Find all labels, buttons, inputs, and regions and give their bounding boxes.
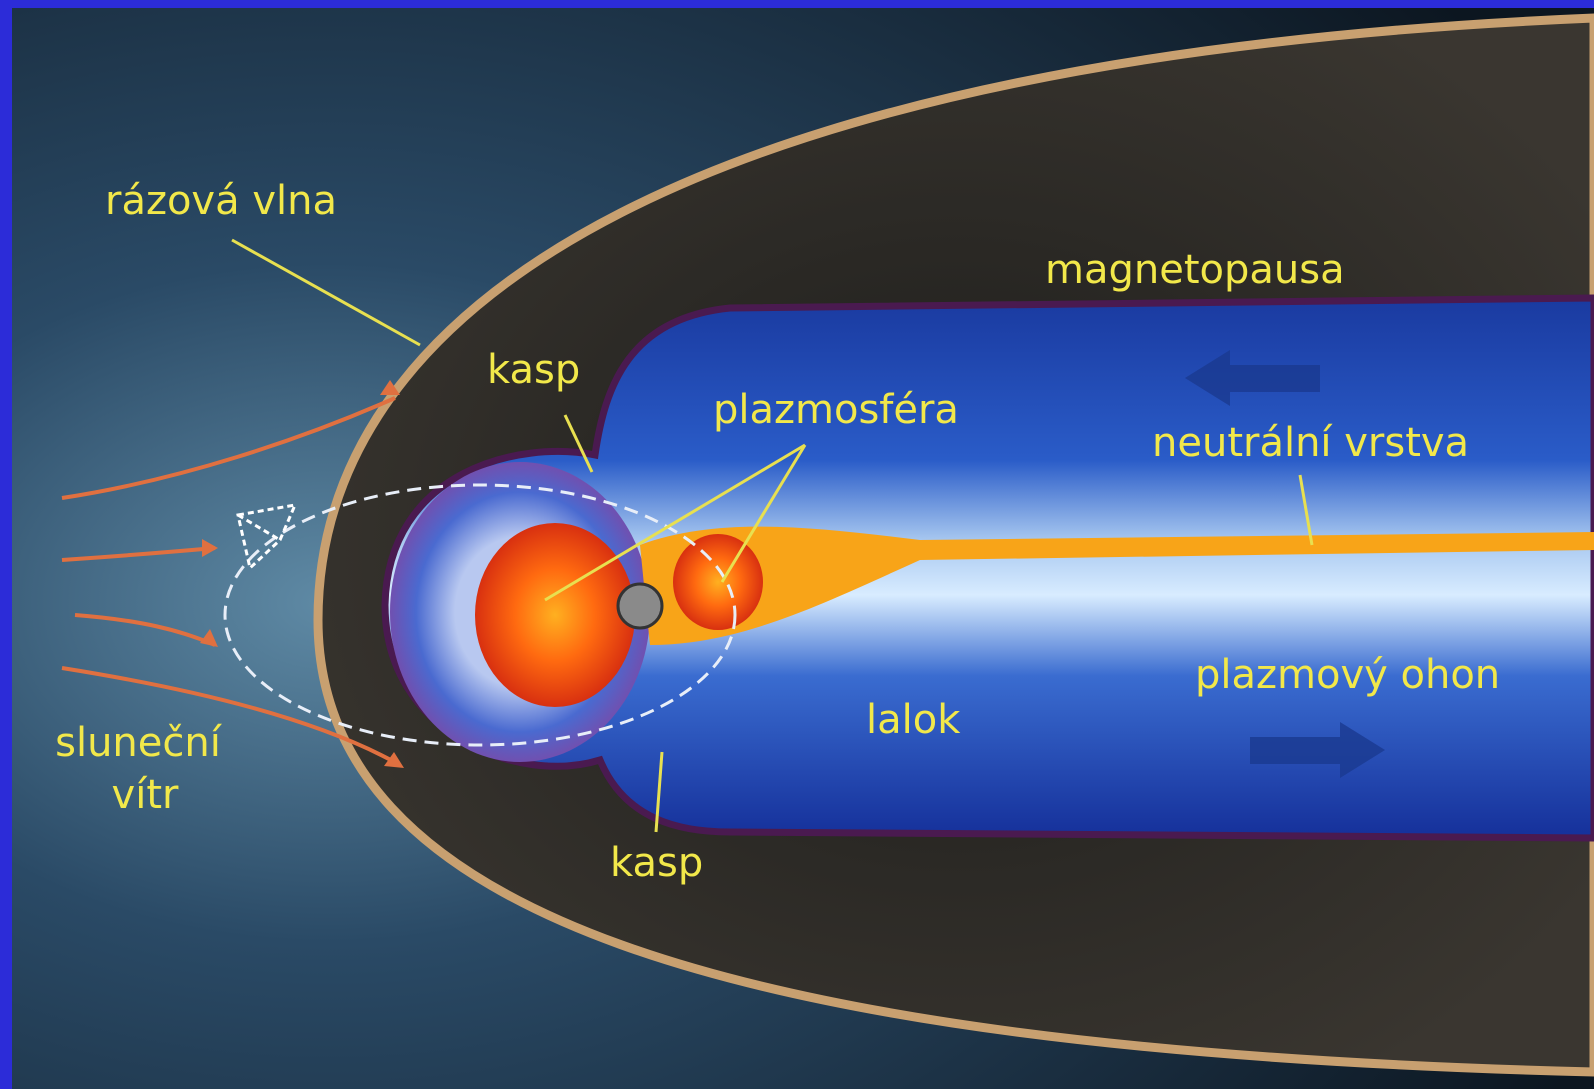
label: kasp bbox=[487, 347, 580, 393]
plasmasphere bbox=[475, 523, 635, 707]
label: vítr bbox=[112, 772, 179, 818]
earth bbox=[618, 584, 662, 628]
label: neutrální vrstva bbox=[1152, 420, 1469, 466]
label: kasp bbox=[610, 840, 703, 886]
label: rázová vlna bbox=[105, 178, 337, 224]
plasmasphere-night bbox=[673, 534, 763, 630]
label: magnetopausa bbox=[1045, 247, 1345, 293]
page: rázová vlna magnetopausa kasp plazmosfér… bbox=[0, 0, 1594, 1089]
label: plazmový ohon bbox=[1195, 652, 1500, 698]
label: lalok bbox=[866, 697, 961, 743]
label: sluneční bbox=[55, 720, 223, 766]
magnetosphere-diagram: rázová vlna magnetopausa kasp plazmosfér… bbox=[0, 0, 1594, 1089]
label: plazmosféra bbox=[713, 387, 959, 433]
